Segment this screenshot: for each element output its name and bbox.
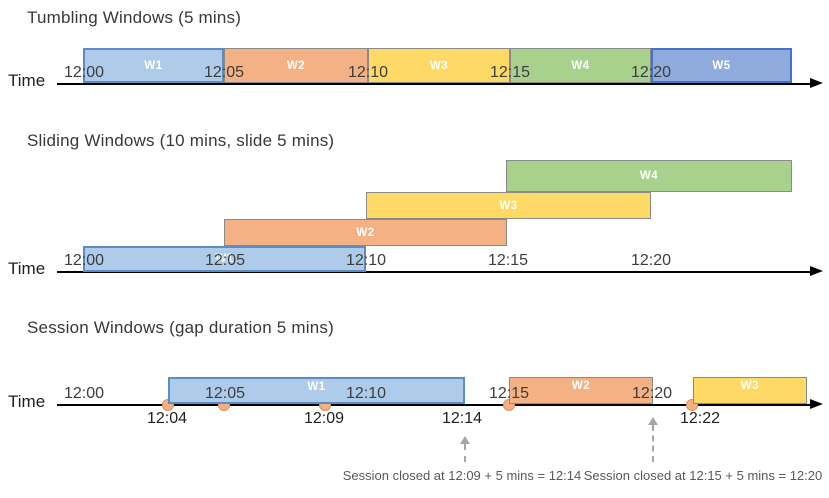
arrow-right-icon — [810, 78, 823, 88]
axis-tick-label: 12:10 — [347, 64, 389, 81]
section-title: Sliding Windows (10 mins, slide 5 mins) — [27, 131, 335, 150]
window-box-w3: W3 — [368, 48, 510, 83]
window-label: W1 — [307, 381, 326, 393]
event-time-label: 12:04 — [146, 410, 188, 427]
dashed-arrow-line — [652, 425, 654, 462]
section-title: Tumbling Windows (5 mins) — [27, 8, 242, 27]
window-label: W4 — [571, 59, 590, 72]
axis-tick-label: 12:05 — [203, 64, 245, 81]
window-box-w2: W2 — [509, 377, 653, 404]
dashed-arrow-line — [464, 444, 466, 462]
axis-tick-label: 12:20 — [630, 252, 672, 269]
window-box-w3: W3 — [693, 377, 807, 404]
window-box-w3: W3 — [366, 192, 651, 219]
window-label: W4 — [639, 170, 659, 182]
window-box-w5: W5 — [651, 48, 792, 83]
window-label: W2 — [571, 380, 591, 392]
event-time-label: 12:09 — [303, 410, 345, 427]
arrow-up-icon — [460, 436, 470, 444]
window-box-w4: W4 — [506, 160, 792, 192]
window-box-w1: W1 — [83, 246, 366, 272]
axis-tick-label: 12:10 — [345, 385, 387, 402]
time-axis — [57, 271, 812, 273]
time-axis-label: Time — [8, 259, 46, 278]
section-title: Session Windows (gap duration 5 mins) — [27, 318, 334, 337]
window-label: W3 — [429, 59, 449, 72]
time-axis — [57, 404, 812, 406]
time-axis-label: Time — [8, 392, 46, 411]
time-axis — [57, 83, 812, 85]
axis-tick-label: 12:05 — [204, 252, 246, 269]
session-closed-annotation: Session closed at 12:15 + 5 mins = 12:20 — [583, 468, 823, 483]
event-time-label: 12:14 — [441, 410, 483, 427]
axis-tick-label: 12:00 — [63, 385, 105, 402]
window-label: W3 — [740, 380, 760, 392]
window-label: W5 — [712, 59, 731, 72]
axis-tick-label: 12:15 — [487, 252, 529, 269]
window-label: W3 — [499, 199, 518, 212]
axis-tick-label: 12:00 — [63, 64, 105, 81]
time-axis-label: Time — [8, 71, 46, 90]
session-closed-annotation: Session closed at 12:09 + 5 mins = 12:14 — [342, 468, 582, 483]
window-label: W2 — [286, 59, 306, 72]
window-box-w2: W2 — [224, 219, 507, 246]
axis-tick-label: 12:10 — [345, 252, 387, 269]
window-box-w1: W1 — [168, 377, 465, 404]
axis-tick-label: 12:00 — [63, 252, 105, 269]
arrow-right-icon — [810, 399, 823, 409]
window-box-w1: W1 — [83, 48, 224, 83]
axis-tick-label: 12:15 — [489, 64, 531, 81]
window-label: W1 — [215, 253, 234, 265]
window-box-w4: W4 — [510, 48, 651, 83]
axis-tick-label: 12:20 — [630, 64, 672, 81]
window-label: W1 — [144, 59, 163, 72]
window-box-w2: W2 — [224, 48, 368, 83]
window-label: W2 — [356, 226, 375, 239]
arrow-up-icon — [648, 417, 658, 425]
axis-tick-label: 12:05 — [204, 385, 246, 402]
event-time-label: 12:22 — [679, 410, 721, 427]
axis-tick-label: 12:20 — [631, 385, 673, 402]
axis-tick-label: 12:15 — [488, 385, 530, 402]
arrow-right-icon — [810, 266, 823, 276]
